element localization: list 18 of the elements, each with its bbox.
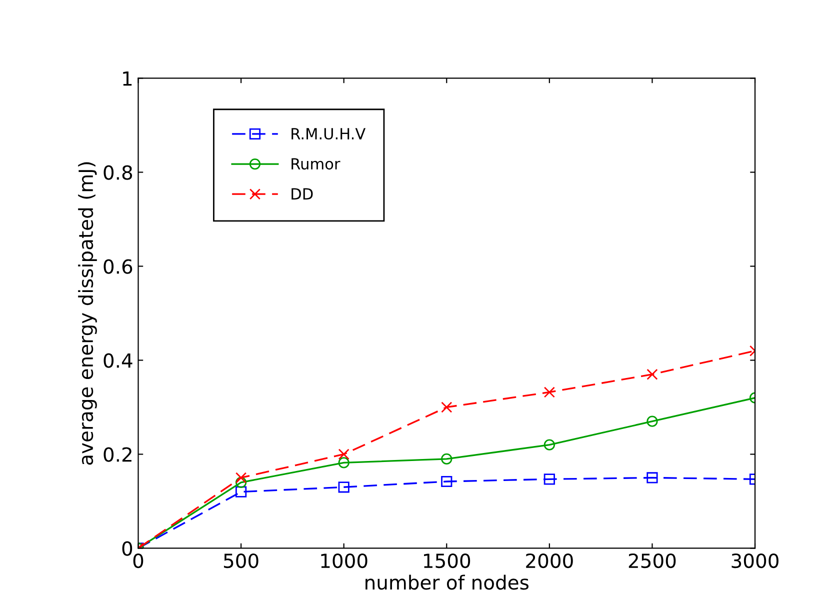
y-tick-label: 0.6 [104,259,132,274]
y-tick-label: 1 [123,71,132,86]
x-axis-title: number of nodes [366,574,529,590]
x-tick-label: 2000 [526,553,573,568]
x-tick-label: 2500 [628,553,676,568]
y-tick-label: 0.8 [104,165,132,180]
x-tick-label: 3000 [732,553,778,568]
legend-label: R.M.U.H.V [292,128,366,140]
y-tick-label: 0 [122,541,132,556]
legend-label: Rumor [292,158,340,170]
x-tick-label: 1000 [321,553,368,568]
x-tick-label: 1500 [424,553,470,568]
y-tick-label: 0.4 [104,353,132,368]
y-axis-title: average energy dissipated (mJ) [78,162,97,465]
x-tick-label: 500 [224,553,258,568]
x-tick-label: 0 [133,553,144,568]
y-tick-label: 0.2 [104,447,132,462]
legend-label: DD [292,188,313,200]
